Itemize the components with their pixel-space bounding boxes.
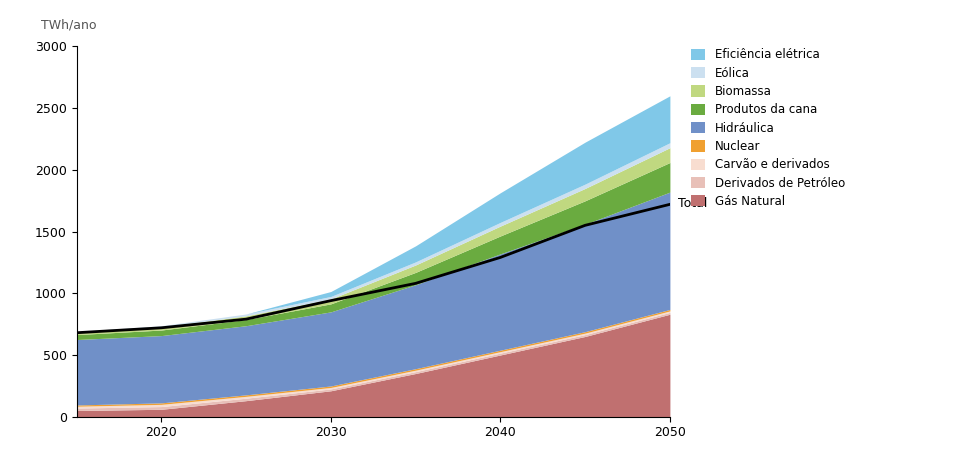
Text: Total: Total: [679, 197, 708, 210]
Text: TWh/ano: TWh/ano: [41, 19, 97, 31]
Legend: Eficiência elétrica, Eólica, Biomassa, Produtos da cana, Hidráulica, Nuclear, Ca: Eficiência elétrica, Eólica, Biomassa, P…: [688, 45, 849, 212]
